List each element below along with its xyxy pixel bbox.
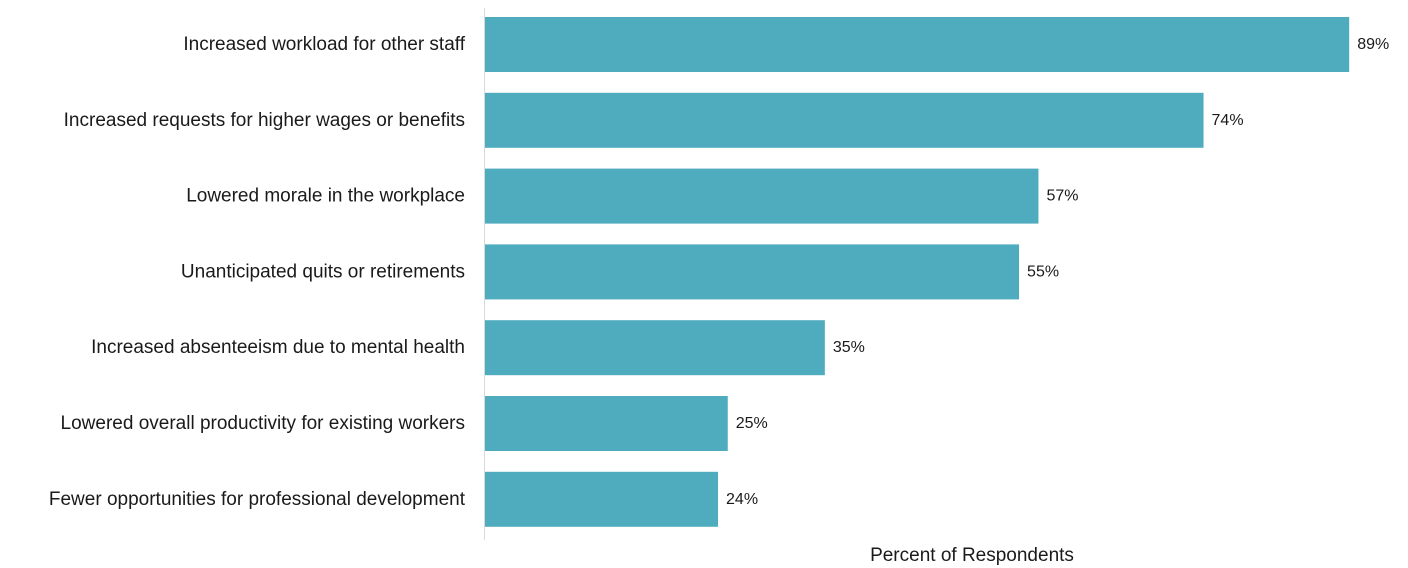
category-label: Lowered morale in the workplace [186,186,465,207]
data-label: 25% [736,415,768,432]
bars [485,17,1350,527]
bar [485,17,1350,72]
bar [485,320,825,376]
category-label: Increased workload for other staff [183,34,465,55]
bar [485,471,719,527]
category-label: Fewer opportunities for professional dev… [49,489,466,510]
data-label: 89% [1357,36,1389,53]
x-axis-title: Percent of Respondents [870,545,1074,566]
category-label: Increased absenteeism due to mental heal… [91,337,465,358]
bar [485,168,1039,224]
category-label: Unanticipated quits or retirements [181,261,465,282]
category-label: Increased requests for higher wages or b… [64,110,465,131]
data-label: 24% [726,491,758,508]
data-label: 74% [1212,112,1244,129]
category-labels: Increased workload for other staff Increa… [49,34,466,510]
bar [485,396,728,451]
data-label: 55% [1027,263,1059,280]
bar [485,244,1020,300]
data-label: 57% [1046,188,1078,205]
bar [485,92,1204,148]
data-labels: 89% 74% 57% 55% 35% 25% 24% [726,36,1389,508]
data-label: 35% [833,339,865,356]
category-label: Lowered overall productivity for existin… [61,413,465,434]
